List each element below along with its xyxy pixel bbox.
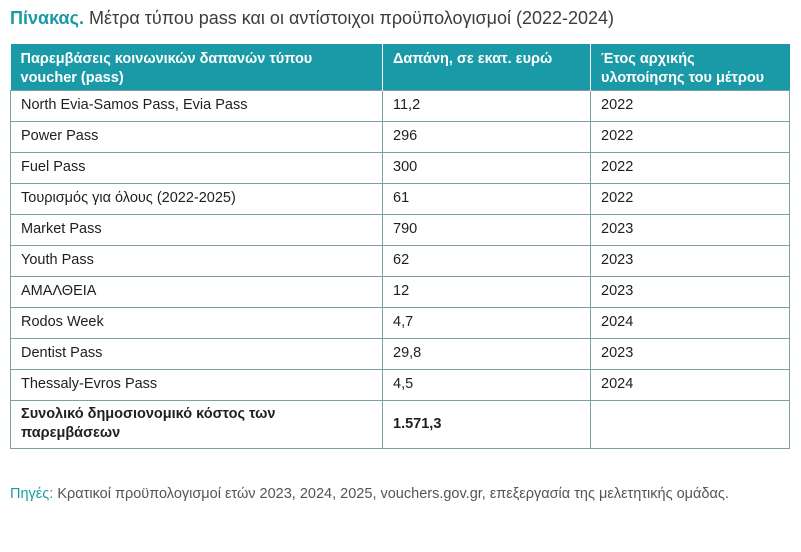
measure-name: Power Pass	[10, 120, 383, 153]
table-row: ΑΜΑΛΘΕΙΑ 12 2023	[10, 275, 790, 308]
table-row: Power Pass 296 2022	[10, 120, 790, 153]
measure-name: ΑΜΑΛΘΕΙΑ	[10, 275, 383, 308]
measure-name: Thessaly-Evros Pass	[10, 368, 383, 401]
caption-label: Πίνακας.	[10, 8, 84, 28]
total-year	[590, 399, 790, 449]
source-label: Πηγές:	[10, 486, 54, 502]
pass-measures-table: Παρεμβάσεις κοινωνικών δαπανών τύπου vou…	[10, 44, 790, 449]
measure-name: Rodos Week	[10, 306, 383, 339]
measure-cost: 62	[382, 244, 591, 277]
measure-cost: 12	[382, 275, 591, 308]
table-row: Thessaly-Evros Pass 4,5 2024	[10, 368, 790, 401]
measure-cost: 61	[382, 182, 591, 215]
measure-cost: 11,2	[382, 89, 591, 122]
total-label: Συνολικό δημοσιονομικό κόστος των παρεμβ…	[10, 399, 383, 449]
measure-name: Youth Pass	[10, 244, 383, 277]
measure-cost: 300	[382, 151, 591, 184]
table-row: Market Pass 790 2023	[10, 213, 790, 246]
measure-cost: 29,8	[382, 337, 591, 370]
total-row: Συνολικό δημοσιονομικό κόστος των παρεμβ…	[10, 399, 790, 449]
measure-cost: 4,7	[382, 306, 591, 339]
measure-year: 2023	[590, 275, 790, 308]
measure-cost: 790	[382, 213, 591, 246]
table-row: Τουρισμός για όλους (2022-2025) 61 2022	[10, 182, 790, 215]
table-row: Dentist Pass 29,8 2023	[10, 337, 790, 370]
header-expenditure: Δαπάνη, σε εκατ. ευρώ	[382, 44, 591, 90]
measure-year: 2022	[590, 120, 790, 153]
measure-cost: 4,5	[382, 368, 591, 401]
measure-year: 2022	[590, 151, 790, 184]
source-text: Κρατικοί προϋπολογισμοί ετών 2023, 2024,…	[57, 486, 729, 502]
measure-year: 2022	[590, 182, 790, 215]
measure-cost: 296	[382, 120, 591, 153]
caption-text: Μέτρα τύπου pass και οι αντίστοιχοι προϋ…	[88, 8, 615, 28]
measure-year: 2023	[590, 244, 790, 277]
table-row: North Evia-Samos Pass, Evia Pass 11,2 20…	[10, 89, 790, 122]
measure-name: North Evia-Samos Pass, Evia Pass	[10, 89, 383, 122]
header-interventions: Παρεμβάσεις κοινωνικών δαπανών τύπου vou…	[10, 44, 383, 90]
table-row: Fuel Pass 300 2022	[10, 151, 790, 184]
table-caption: Πίνακας. Μέτρα τύπου pass και οι αντίστο…	[10, 6, 790, 30]
measure-name: Dentist Pass	[10, 337, 383, 370]
measure-year: 2024	[590, 306, 790, 339]
header-start-year: Έτος αρχικής υλοποίησης του μέτρου	[590, 44, 790, 90]
measure-year: 2022	[590, 89, 790, 122]
table-row: Youth Pass 62 2023	[10, 244, 790, 277]
table-row: Rodos Week 4,7 2024	[10, 306, 790, 339]
total-cost: 1.571,3	[382, 399, 591, 449]
measure-year: 2024	[590, 368, 790, 401]
measure-name: Fuel Pass	[10, 151, 383, 184]
measure-year: 2023	[590, 337, 790, 370]
measure-name: Market Pass	[10, 213, 383, 246]
source-note: Πηγές: Κρατικοί προϋπολογισμοί ετών 2023…	[10, 484, 780, 505]
table-header-row: Παρεμβάσεις κοινωνικών δαπανών τύπου vou…	[10, 44, 790, 90]
measure-name: Τουρισμός για όλους (2022-2025)	[10, 182, 383, 215]
measure-year: 2023	[590, 213, 790, 246]
